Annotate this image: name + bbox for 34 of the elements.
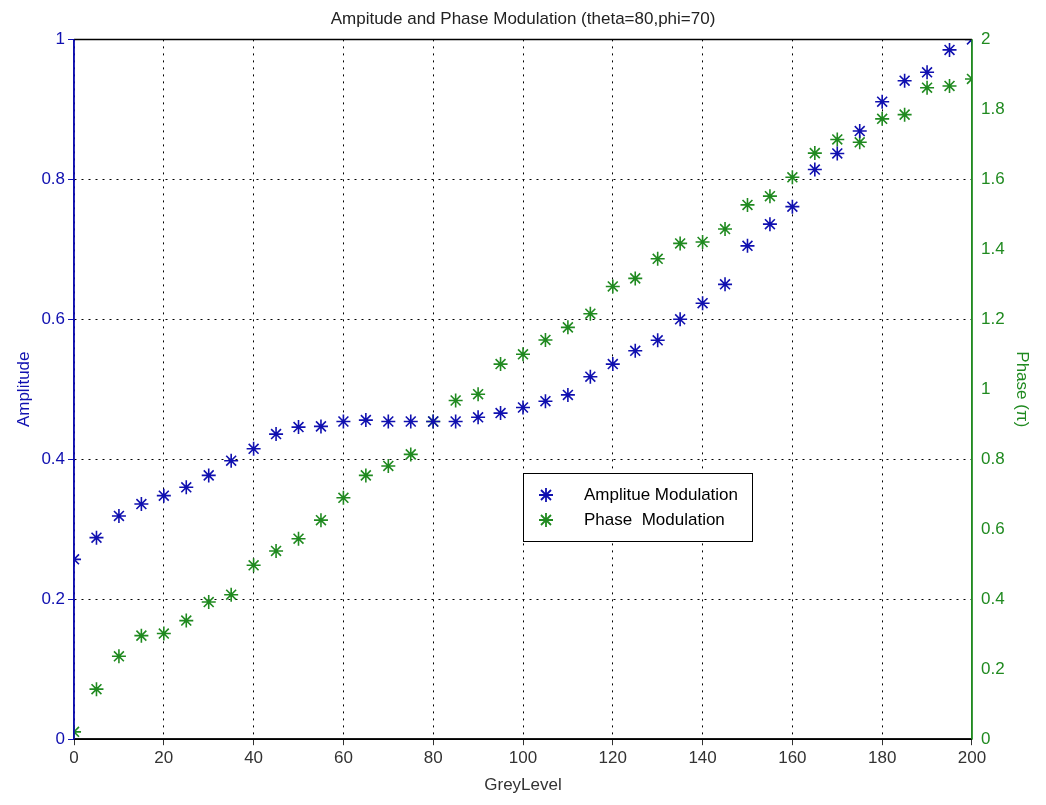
x-tick-label: 140 <box>688 748 717 768</box>
y-tick-label: 0.6 <box>41 309 66 329</box>
x-tick-label: 120 <box>598 748 627 768</box>
x-tick-label: 160 <box>778 748 807 768</box>
y2-tick-label: 0.8 <box>980 448 1005 468</box>
y-tick-label: 1 <box>55 29 66 49</box>
y2-tick-label: 1.8 <box>980 99 1005 119</box>
x-tick-label: 20 <box>154 748 174 768</box>
x-axis-title: GreyLevel <box>484 775 562 795</box>
y2-tick-label: 1.2 <box>980 309 1005 329</box>
y2-tick-label: 1 <box>980 378 991 398</box>
chart-title: Ampitude and Phase Modulation (theta=80,phi=70) <box>330 8 716 28</box>
x-tick-label: 40 <box>244 748 264 768</box>
y2-axis-title: Phase (π) <box>1013 351 1033 428</box>
x-tick-label: 0 <box>69 748 79 768</box>
y2-tick-label: 2 <box>980 29 991 49</box>
legend-label: Amplitue Modulation <box>584 485 739 506</box>
x-tick-label: 200 <box>957 748 987 768</box>
y2-tick-label: 1.6 <box>980 169 1005 189</box>
y2-tick-label: 1.4 <box>980 239 1005 259</box>
y2-tick-label: 0 <box>980 728 991 748</box>
legend-label: Phase Modulation <box>584 510 725 531</box>
y2-tick-label: 0.6 <box>980 518 1005 538</box>
y-tick-label: 0.2 <box>41 588 66 608</box>
y-tick-label: 0.4 <box>41 448 66 468</box>
y-axis-title: Amplitude <box>13 351 33 428</box>
x-tick-label: 60 <box>333 748 353 768</box>
y-tick-label: 0 <box>55 728 66 748</box>
x-tick-label: 100 <box>508 748 538 768</box>
y-tick-label: 0.8 <box>41 169 66 189</box>
y2-tick-label: 0.2 <box>980 658 1005 678</box>
x-tick-label: 80 <box>423 748 443 768</box>
x-tick-label: 180 <box>867 748 897 768</box>
y2-tick-label: 0.4 <box>980 588 1005 608</box>
